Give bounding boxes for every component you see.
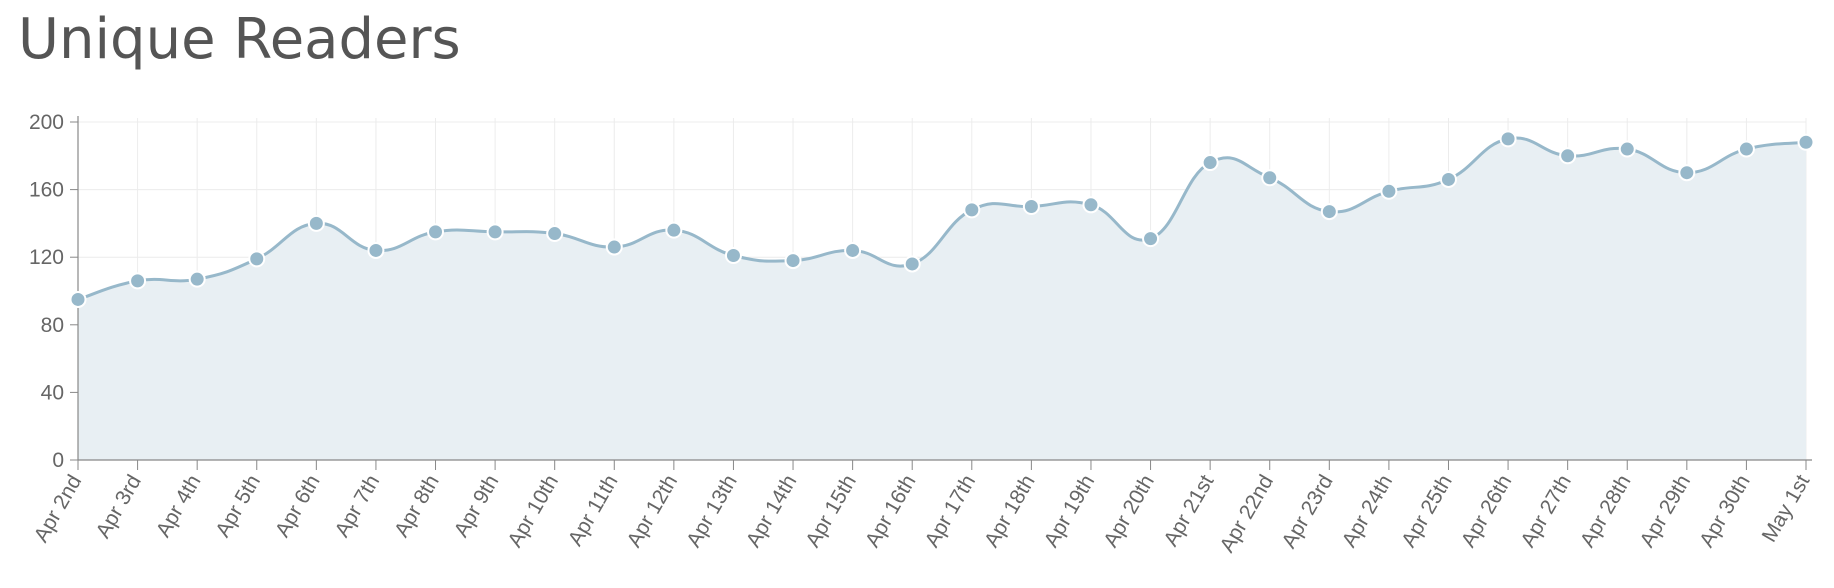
data-point[interactable] xyxy=(1261,169,1279,187)
data-point[interactable] xyxy=(1439,170,1457,188)
x-tick-label: Apr 29th xyxy=(1636,471,1696,551)
x-tick-label: Apr 16th xyxy=(861,471,921,551)
x-tick-label: Apr 9th xyxy=(450,471,504,541)
data-point[interactable] xyxy=(1559,147,1577,165)
data-point[interactable] xyxy=(248,250,266,268)
data-point[interactable] xyxy=(1142,230,1160,248)
x-tick-label: Apr 8th xyxy=(390,471,444,541)
data-point[interactable] xyxy=(784,252,802,270)
data-points xyxy=(69,130,1815,308)
x-tick-label: Apr 24th xyxy=(1338,471,1398,551)
x-tick-label: May 1st xyxy=(1758,471,1815,546)
x-tick-label: Apr 2nd xyxy=(30,471,87,546)
x-tick-label: Apr 5th xyxy=(211,471,265,541)
y-tick-label: 160 xyxy=(29,179,64,202)
data-point[interactable] xyxy=(427,223,445,241)
x-axis-ticks: Apr 2nd Apr 3rd Apr 4th Apr 5th Apr 6th Apr 7… xyxy=(30,460,1815,556)
data-point[interactable] xyxy=(69,290,87,308)
x-tick-label: Apr 17th xyxy=(921,471,981,551)
y-tick-label: 40 xyxy=(41,381,64,404)
area-fill xyxy=(78,138,1806,461)
data-point[interactable] xyxy=(188,270,206,288)
data-point[interactable] xyxy=(1737,140,1755,158)
x-tick-label: Apr 27th xyxy=(1516,471,1576,551)
x-tick-label: Apr 28th xyxy=(1576,471,1636,551)
axes xyxy=(77,116,1812,461)
x-tick-label: Apr 30th xyxy=(1695,471,1755,551)
data-point[interactable] xyxy=(963,201,981,219)
data-point[interactable] xyxy=(129,272,147,290)
data-point[interactable] xyxy=(1201,154,1219,172)
x-tick-label: Apr 4th xyxy=(152,471,206,541)
area-layer xyxy=(77,136,1807,461)
x-tick-label: Apr 21st xyxy=(1159,471,1218,550)
x-tick-label: Apr 13th xyxy=(682,471,742,551)
x-tick-label: Apr 12th xyxy=(623,471,683,551)
x-tick-label: Apr 23rd xyxy=(1277,471,1337,552)
x-tick-label: Apr 20th xyxy=(1099,471,1159,551)
x-tick-label: Apr 14th xyxy=(742,471,802,551)
y-axis-ticks: 0 40 80 120 160 200 xyxy=(29,111,78,472)
x-tick-label: Apr 18th xyxy=(980,471,1040,551)
x-tick-label: Apr 26th xyxy=(1457,471,1517,551)
x-tick-label: Apr 15th xyxy=(801,471,861,551)
x-tick-label: Apr 10th xyxy=(503,471,563,551)
data-point[interactable] xyxy=(367,241,385,259)
data-point[interactable] xyxy=(307,214,325,232)
x-tick-label: Apr 3rd xyxy=(92,471,146,542)
data-point[interactable] xyxy=(1678,164,1696,182)
data-point[interactable] xyxy=(724,247,742,265)
data-point[interactable] xyxy=(1618,140,1636,158)
x-tick-label: Apr 25th xyxy=(1397,471,1457,551)
data-point[interactable] xyxy=(605,238,623,256)
x-tick-label: Apr 19th xyxy=(1040,471,1100,551)
data-point[interactable] xyxy=(844,241,862,259)
data-point[interactable] xyxy=(546,225,564,243)
x-tick-label: Apr 22nd xyxy=(1216,471,1279,556)
data-point[interactable] xyxy=(1082,196,1100,214)
y-tick-label: 0 xyxy=(52,449,64,472)
data-point[interactable] xyxy=(903,255,921,273)
data-point[interactable] xyxy=(486,223,504,241)
data-point[interactable] xyxy=(1797,133,1815,151)
x-tick-label: Apr 7th xyxy=(330,471,384,541)
x-tick-label: Apr 11th xyxy=(564,471,623,550)
y-tick-label: 200 xyxy=(29,111,64,134)
data-point[interactable] xyxy=(665,221,683,239)
x-tick-label: Apr 6th xyxy=(271,471,325,541)
y-tick-label: 120 xyxy=(29,246,64,269)
y-tick-label: 80 xyxy=(41,314,64,337)
page-title: Unique Readers xyxy=(18,7,461,72)
data-point[interactable] xyxy=(1320,203,1338,221)
data-point[interactable] xyxy=(1022,198,1040,215)
data-point[interactable] xyxy=(1380,182,1398,200)
data-point[interactable] xyxy=(1499,130,1517,148)
